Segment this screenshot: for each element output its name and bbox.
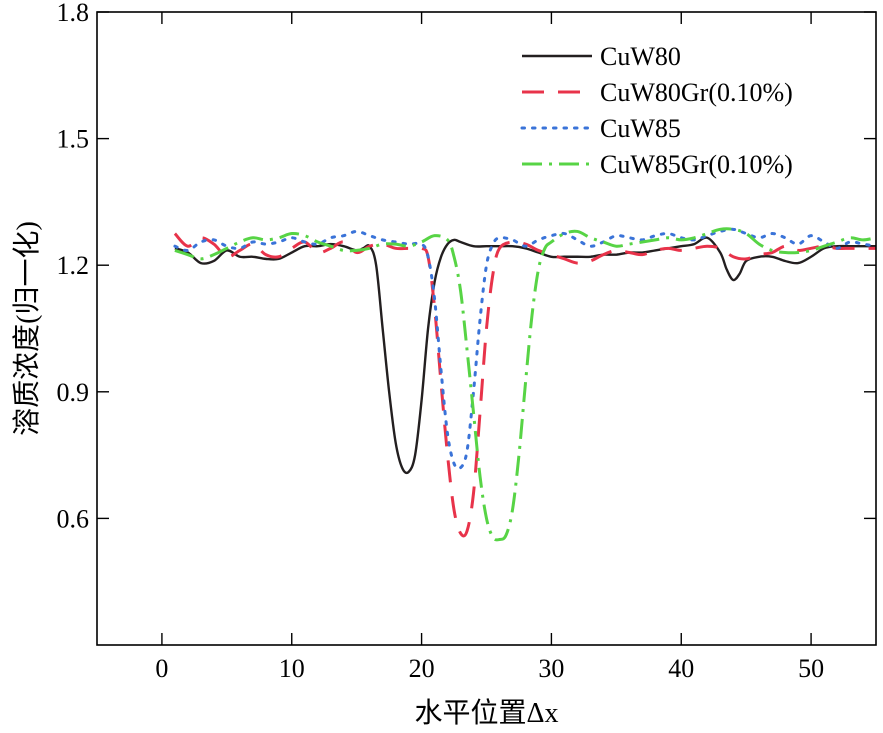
x-tick-label: 10: [279, 654, 305, 683]
y-tick-label: 1.5: [57, 125, 90, 154]
y-tick-label: 1.8: [57, 0, 90, 27]
x-tick-label: 20: [409, 654, 435, 683]
plot-frame: [96, 11, 877, 646]
y-axis-title: 溶质浓度(归一化): [11, 221, 43, 436]
series-line-3: [173, 227, 878, 471]
legend: CuW80 CuW80Gr(0.10%) CuW85 CuW85Gr(0.10%): [520, 42, 793, 179]
x-tick-label: 30: [538, 654, 564, 683]
y-tick-label: 0.6: [57, 504, 90, 533]
x-tick-label: 40: [668, 654, 694, 683]
y-tick-label: 1.2: [57, 251, 90, 280]
series-line-4: [174, 227, 877, 542]
legend-label-2: CuW80Gr(0.10%): [600, 78, 793, 107]
ticks-layer: 0 10 20 30 40 50 0.6 0.9 1.2 1.5 1.8: [57, 0, 876, 683]
x-tick-label: 0: [155, 654, 168, 683]
legend-label-4: CuW85Gr(0.10%): [600, 150, 793, 179]
x-tick-label: 50: [798, 654, 824, 683]
y-tick-label: 0.9: [57, 378, 90, 407]
legend-label-1: CuW80: [600, 42, 681, 71]
legend-label-3: CuW85: [600, 114, 681, 143]
series-layer: [173, 227, 878, 542]
series-line-1: [174, 236, 876, 475]
x-axis-title: 水平位置Δx: [414, 697, 558, 728]
